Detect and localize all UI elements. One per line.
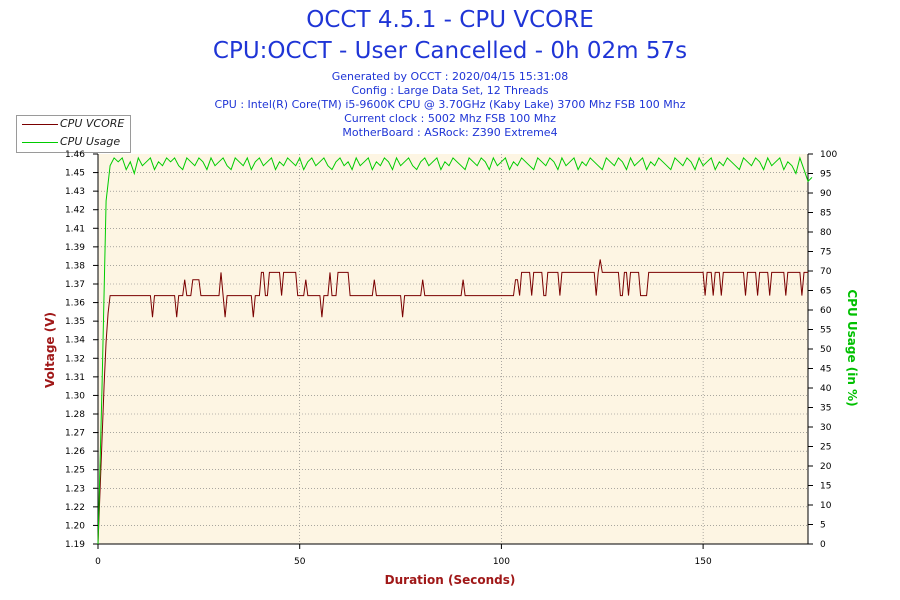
x-tick-label: 100 [493, 557, 510, 567]
series-line-cpu-usage [97, 156, 813, 545]
y2-tick-label: 85 [820, 209, 831, 219]
y2-tick-label: 75 [820, 248, 831, 258]
legend-item-cpu-usage: CPU Usage [17, 134, 130, 150]
info-config: Config : Large Data Set, 12 Threads [351, 84, 549, 97]
y-axis-label: Voltage (V) [43, 312, 57, 388]
chart-subtitle: CPU:OCCT - User Cancelled - 0h 02m 57s [212, 38, 688, 64]
y2-tick-label: 95 [820, 170, 831, 180]
legend-label-cpu-usage: CPU Usage [60, 135, 121, 148]
y2-tick-label: 55 [820, 326, 831, 336]
series-lines [97, 156, 813, 545]
y2-tick-label: 30 [820, 423, 832, 433]
y2-tick-label: 20 [820, 462, 832, 472]
info-motherboard: MotherBoard : ASRock: Z390 Extreme4 [342, 126, 558, 139]
y2-tick-label: 5 [820, 521, 826, 531]
y-tick-label: 1.45 [65, 169, 85, 179]
chart-legend: CPU VCORE CPU Usage [16, 115, 131, 153]
y2-tick-label: 70 [820, 267, 832, 277]
legend-label-cpu-vcore: CPU VCORE [60, 117, 125, 130]
y-tick-label: 1.31 [65, 373, 85, 383]
y2-tick-label: 50 [820, 345, 832, 355]
left-axis-ticks: 1.19 1.20 1.22 1.23 1.25 1.26 1.27 1.28 1.30 1.31… [65, 150, 98, 550]
y2-tick-label: 90 [820, 189, 832, 199]
y-tick-label: 1.42 [65, 206, 85, 216]
y-tick-label: 1.36 [65, 299, 85, 309]
info-cpu: CPU : Intel(R) Core(TM) i5-9600K CPU @ 3… [214, 98, 686, 111]
x-tick-label: 0 [95, 557, 101, 567]
y2-tick-label: 0 [820, 540, 826, 550]
y2-tick-label: 40 [820, 384, 832, 394]
grid-lines [98, 154, 808, 544]
y-tick-label: 1.27 [65, 429, 85, 439]
y2-tick-label: 65 [820, 287, 831, 297]
x-tick-label: 50 [294, 557, 306, 567]
right-axis-ticks: 0 5 10 15 20 25 30 35 40 45 50 55 60 65 70 75 80 85 90 95 10… [808, 150, 837, 550]
series-line-cpu-vcore [97, 259, 808, 545]
y2-tick-label: 100 [820, 150, 837, 160]
y2-tick-label: 15 [820, 482, 831, 492]
legend-swatch-cpu-usage [22, 142, 58, 143]
y-tick-label: 1.41 [65, 224, 85, 234]
y2-tick-label: 25 [820, 443, 831, 453]
y2-tick-label: 60 [820, 306, 832, 316]
y-tick-label: 1.39 [65, 243, 85, 253]
legend-swatch-cpu-vcore [22, 124, 58, 125]
y-tick-label: 1.46 [65, 150, 85, 160]
y-tick-label: 1.22 [65, 503, 85, 513]
y2-tick-label: 35 [820, 404, 831, 414]
info-current-clock: Current clock : 5002 Mhz FSB 100 Mhz [344, 112, 556, 125]
y2-axis-label: CPU Usage (in %) [845, 289, 859, 406]
y2-tick-label: 10 [820, 501, 832, 511]
y-tick-label: 1.34 [65, 336, 85, 346]
y-tick-label: 1.20 [65, 521, 85, 531]
info-generated: Generated by OCCT : 2020/04/15 15:31:08 [331, 70, 569, 83]
y-tick-label: 1.43 [65, 187, 85, 197]
x-axis-ticks: 0 50 100 150 [95, 544, 712, 567]
x-tick-label: 150 [695, 557, 712, 567]
chart-title: OCCT 4.5.1 - CPU VCORE [306, 7, 594, 33]
y-tick-label: 1.38 [65, 261, 85, 271]
y-tick-label: 1.32 [65, 354, 85, 364]
plot-area [98, 154, 808, 544]
legend-item-cpu-vcore: CPU VCORE [17, 116, 130, 132]
y-tick-label: 1.26 [65, 447, 85, 457]
y-tick-label: 1.19 [65, 540, 85, 550]
y2-tick-label: 45 [820, 365, 831, 375]
y-tick-label: 1.37 [65, 280, 85, 290]
y-tick-label: 1.30 [65, 391, 85, 401]
y-tick-label: 1.23 [65, 484, 85, 494]
y2-tick-label: 80 [820, 228, 832, 238]
y-tick-label: 1.35 [65, 317, 85, 327]
x-axis-label: Duration (Seconds) [385, 573, 516, 587]
y-tick-label: 1.28 [65, 410, 85, 420]
y-tick-label: 1.25 [65, 466, 85, 476]
